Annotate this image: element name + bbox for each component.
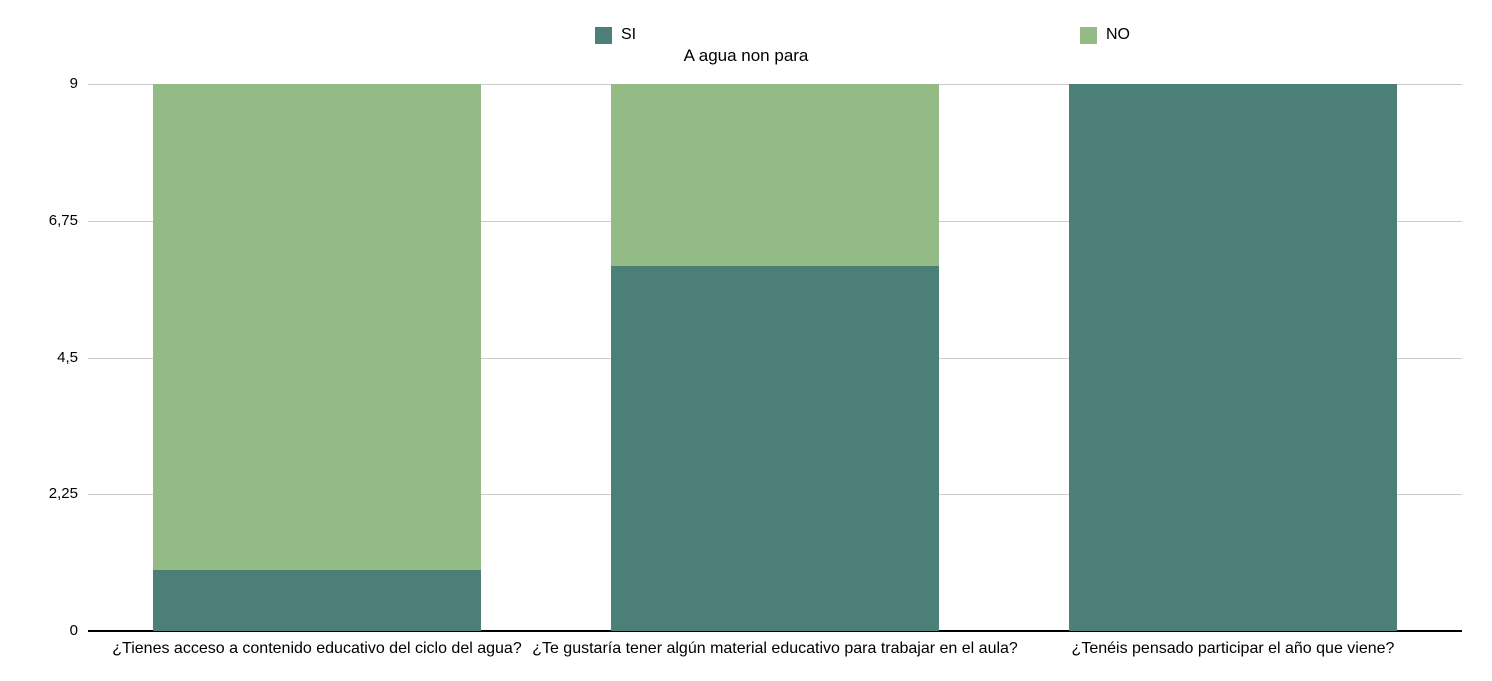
legend-label-si: SI xyxy=(621,26,637,43)
chart-title: A agua non para xyxy=(683,46,809,65)
y-tick-label: 9 xyxy=(69,75,78,92)
legend-swatch-no-icon xyxy=(1080,26,1097,44)
y-tick-label: 4,5 xyxy=(57,349,78,366)
legend-swatch-si-icon xyxy=(595,26,612,44)
x-category-label: ¿Tenéis pensado participar el año que vi… xyxy=(1071,640,1395,657)
bar-segment-si-cat1[interactable] xyxy=(153,570,481,631)
y-tick-label: 6,75 xyxy=(48,212,78,229)
bar-segment-no-cat1[interactable] xyxy=(153,84,481,571)
bar-segment-si-cat2[interactable] xyxy=(611,266,939,631)
y-tick-label: 2,25 xyxy=(48,485,78,502)
bar-segment-si-cat3[interactable] xyxy=(1069,84,1397,631)
plot-area xyxy=(88,84,1462,632)
legend-item-si[interactable]: SI xyxy=(595,25,636,45)
legend-item-no[interactable]: NO xyxy=(1080,25,1130,45)
y-tick-label: 0 xyxy=(69,622,78,639)
x-category-label: ¿Te gustaría tener algún material educat… xyxy=(532,640,1018,657)
x-axis-baseline xyxy=(88,630,1462,632)
x-category-label: ¿Tienes acceso a contenido educativo del… xyxy=(112,640,522,657)
bar-segment-no-cat2[interactable] xyxy=(611,84,939,267)
legend-label-no: NO xyxy=(1106,26,1130,43)
